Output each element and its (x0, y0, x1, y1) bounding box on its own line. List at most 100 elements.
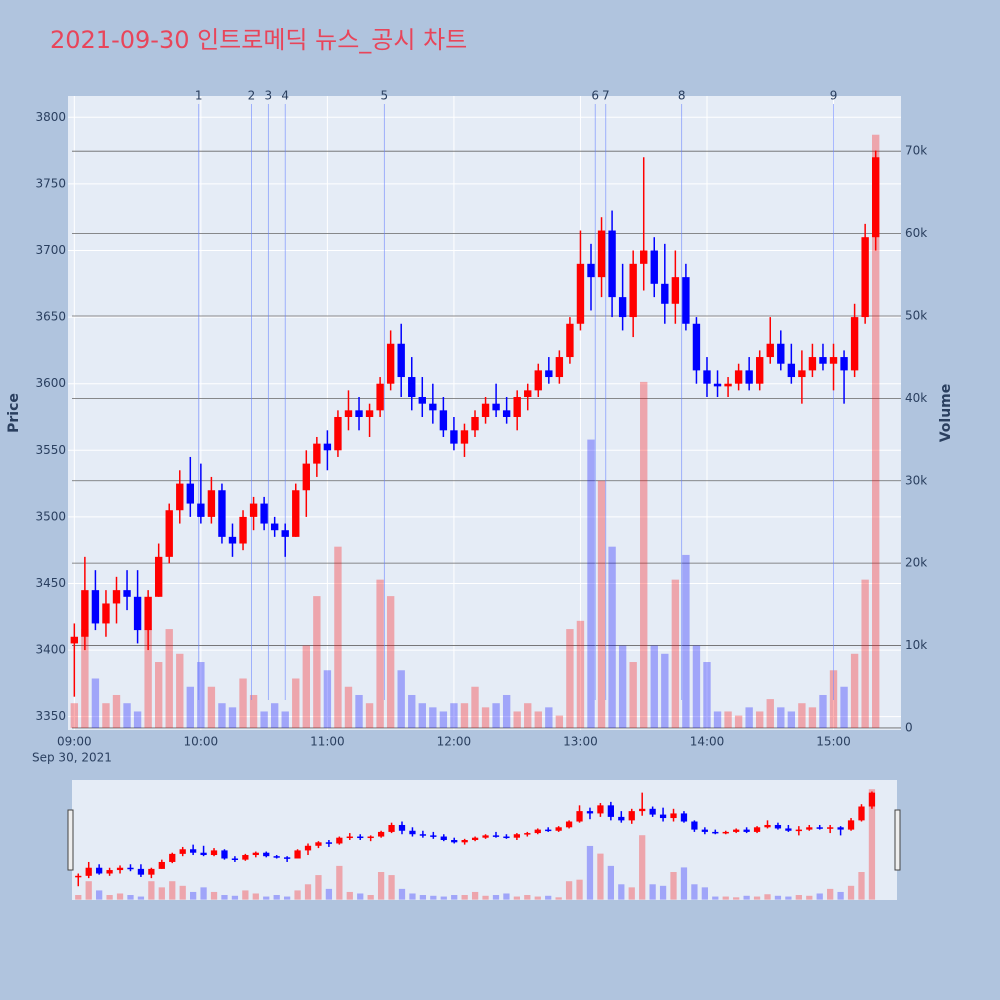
x-tick-label: 12:00 (437, 735, 472, 749)
y-tick-label: 3700 (35, 243, 66, 257)
candle-body (566, 323, 574, 358)
candle-body (671, 277, 680, 304)
slider-volume-bar (231, 895, 239, 900)
volume-bar (534, 711, 542, 728)
volume-bar (165, 629, 173, 728)
candle-body (365, 410, 374, 417)
volume-bar (439, 711, 448, 728)
candle-body (292, 490, 300, 537)
slider-volume-bar (148, 881, 155, 900)
volume-bar (682, 554, 690, 728)
news-label: 1 (195, 89, 203, 103)
volume-bar (260, 711, 268, 728)
slider-candle-body (795, 829, 802, 832)
slider-volume-bar (534, 896, 541, 900)
y2-tick-label: 20k (905, 556, 927, 570)
slider-candle-body (701, 829, 708, 832)
slider-candle-body (492, 835, 500, 837)
slider-volume-bar (158, 887, 165, 900)
slider-volume-bar (847, 885, 855, 900)
volume-bar (344, 686, 353, 728)
slider-candle-body (367, 836, 374, 839)
layers: 3350340034503500355036003650370037503800… (35, 89, 927, 900)
slider-candle-body (75, 875, 82, 878)
slider-candle-body (377, 831, 385, 837)
y-tick-label: 3400 (35, 643, 66, 657)
slider-candle-body (440, 836, 447, 841)
candle-body (81, 590, 89, 637)
slider-candle-body (430, 835, 437, 837)
candle-body (270, 523, 279, 531)
slider-volume-bar (200, 887, 207, 900)
volume-bar (450, 703, 458, 728)
slider-candle-body (221, 850, 228, 859)
slider-candle-body (315, 842, 322, 846)
slider-volume-bar (471, 891, 479, 900)
slider-volume-bar (618, 884, 625, 900)
candle-body (70, 636, 79, 644)
news-label: 3 (265, 89, 273, 103)
volume-bar (756, 711, 764, 728)
slider-handle[interactable] (67, 809, 74, 871)
slider-volume-bar (701, 887, 708, 900)
slider-volume-bar (680, 867, 688, 900)
slider-candle-body (816, 827, 823, 829)
candle-body (218, 490, 226, 537)
candle-body (850, 317, 859, 371)
x-tick-label: 09:00 (57, 735, 92, 749)
slider-candle-body (712, 831, 719, 834)
candle-body (302, 463, 310, 491)
slider-candle-body (137, 868, 145, 875)
date-label: Sep 30, 2021 (32, 751, 112, 765)
y2-axis-title: Volume (938, 384, 954, 443)
range-slider[interactable] (72, 780, 897, 900)
slider-candle-body (388, 824, 395, 832)
slider-volume-bar (263, 896, 270, 900)
y2-tick-label: 30k (905, 473, 927, 487)
volume-bar (713, 711, 722, 728)
volume-bar (597, 480, 606, 728)
y-tick-label: 3350 (35, 709, 66, 723)
slider-candle-body (785, 828, 792, 831)
y2-tick-label: 60k (905, 226, 927, 240)
slider-candle-body (409, 830, 416, 835)
slider-candle-body (169, 853, 176, 862)
volume-bar (249, 694, 258, 728)
slider-volume-bar (774, 895, 782, 900)
slider-candle-body (670, 813, 677, 819)
volume-bar (566, 629, 574, 728)
slider-candle-body (743, 829, 750, 832)
volume-bar (270, 703, 279, 728)
candle-body (471, 416, 479, 431)
volume-bar (239, 678, 247, 728)
volume-bar (703, 662, 711, 728)
volume-bar (587, 439, 595, 728)
slider-volume-bar (524, 895, 531, 900)
volume-bar (661, 653, 669, 728)
y2-tick-label: 40k (905, 391, 927, 405)
volume-bar (850, 653, 859, 728)
candle-body (777, 343, 785, 364)
slider-handle[interactable] (894, 809, 901, 871)
volume-bar (650, 645, 658, 728)
candle-body (102, 603, 110, 624)
candle-body (713, 383, 722, 387)
slider-candle-body (116, 867, 124, 871)
slider-volume-bar (221, 895, 228, 900)
slider-volume-bar (419, 895, 427, 900)
slider-volume-bar (492, 895, 500, 900)
y2-tick-label: 0 (905, 720, 913, 734)
volume (70, 134, 880, 728)
slider-candle-body (85, 867, 92, 876)
slider-candle-body (127, 867, 134, 870)
volume-bar (186, 686, 195, 728)
volume-bar (629, 662, 637, 728)
volume-bar (840, 686, 848, 728)
candle-body (756, 357, 764, 384)
volume-bar (671, 579, 680, 728)
slider-candle-body (618, 816, 625, 821)
candle-body (682, 277, 690, 324)
slider-volume-bar (513, 896, 521, 900)
slider-volume-bar (743, 895, 750, 900)
x-tick-label: 13:00 (563, 735, 598, 749)
